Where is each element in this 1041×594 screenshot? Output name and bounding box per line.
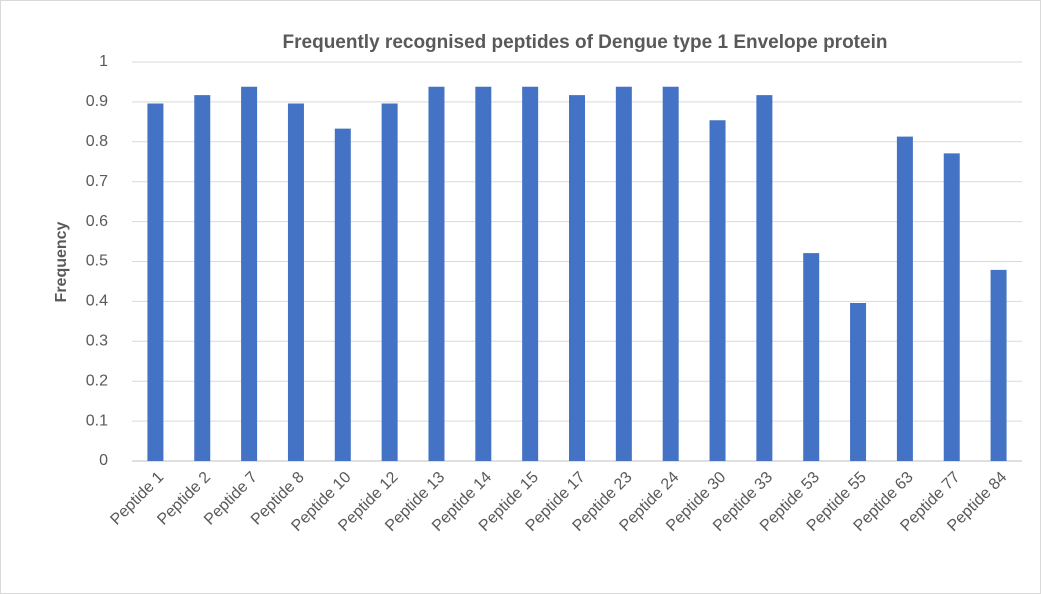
y-tick-label: 0.8: [86, 133, 108, 150]
bar: [756, 95, 773, 461]
bar: [662, 86, 679, 461]
y-tick-label: 0.1: [86, 412, 108, 429]
bar: [943, 153, 960, 461]
bar: [615, 86, 632, 461]
chart-title: Frequently recognised peptides of Dengue…: [283, 32, 888, 53]
y-tick-label: 0.3: [86, 333, 108, 350]
y-tick-label: 0.7: [86, 173, 108, 190]
bar: [522, 86, 539, 461]
bar: [194, 95, 211, 461]
bar: [569, 95, 585, 461]
bar: [334, 128, 351, 461]
bar: [428, 86, 445, 461]
y-tick-label: 0.2: [86, 372, 108, 389]
y-tick-label: 0.9: [86, 93, 108, 110]
bar: [709, 120, 726, 461]
y-tick-label: 0.6: [86, 213, 108, 230]
bar: [990, 269, 1007, 461]
y-axis-label: Frequency: [53, 221, 70, 302]
bar: [287, 103, 304, 461]
bar: [241, 86, 258, 461]
bar: [381, 103, 398, 461]
y-tick-label: 0: [99, 452, 108, 469]
y-tick-label: 1: [99, 53, 108, 70]
bar: [896, 136, 913, 461]
bar: [803, 253, 820, 461]
y-tick-label: 0.5: [86, 253, 108, 270]
bar: [475, 86, 492, 461]
y-tick-label: 0.4: [86, 293, 108, 310]
bar: [147, 103, 164, 461]
bar: [850, 302, 867, 461]
